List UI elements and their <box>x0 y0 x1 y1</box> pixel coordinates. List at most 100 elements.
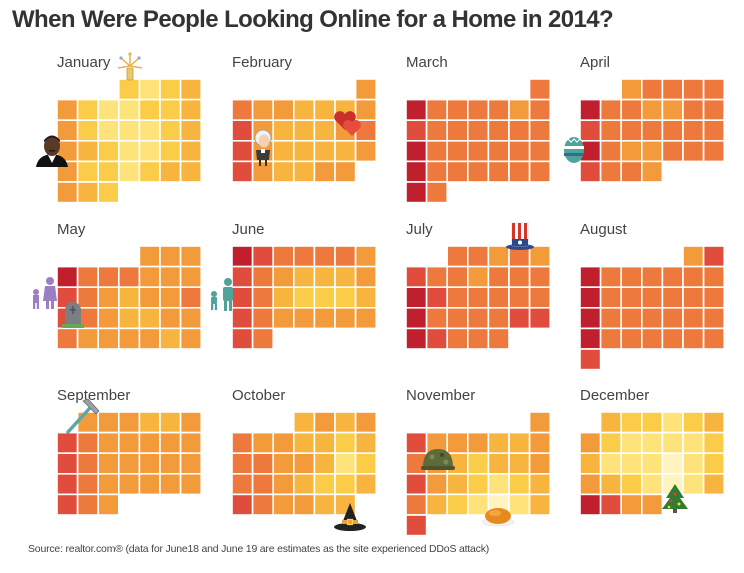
day-cell-may-30 <box>159 327 182 350</box>
day-cell-june-1 <box>231 245 254 268</box>
day-cell-april-23 <box>640 140 664 163</box>
day-cell-may-2 <box>159 245 182 268</box>
day-cell-june-8 <box>231 265 254 289</box>
day-cell-august-5 <box>620 265 643 289</box>
day-cell-may-9 <box>159 265 182 289</box>
day-cell-december-24 <box>640 472 664 496</box>
day-cell-october-24 <box>334 472 357 496</box>
day-cell-august-21 <box>661 306 684 330</box>
day-cell-february-21 <box>334 140 357 163</box>
day-cell-january-11 <box>179 98 203 121</box>
day-cell-january-5 <box>56 98 79 121</box>
day-cell-december-23 <box>620 472 643 496</box>
day-cell-march-16 <box>405 140 428 163</box>
day-cell-may-15 <box>138 286 161 309</box>
day-cell-april-2 <box>640 78 664 101</box>
day-cell-april-10 <box>661 98 684 121</box>
day-cell-april-12 <box>702 98 725 121</box>
day-cell-may-10 <box>179 265 203 289</box>
day-cell-april-5 <box>702 78 725 101</box>
day-cell-january-12 <box>56 119 79 142</box>
day-cell-december-19 <box>682 452 705 475</box>
day-cell-may-27 <box>97 327 120 350</box>
day-cell-november-24 <box>425 493 449 516</box>
day-cell-september-30 <box>97 493 120 516</box>
day-cell-may-1 <box>138 245 161 268</box>
day-cell-march-23 <box>405 160 428 183</box>
day-cell-september-12 <box>159 431 182 455</box>
day-cell-january-27 <box>76 160 99 183</box>
day-cell-july-16 <box>466 286 490 309</box>
day-cell-october-30 <box>313 493 336 516</box>
day-cell-july-31 <box>487 327 510 350</box>
day-cell-july-27 <box>405 327 428 350</box>
day-cell-november-15 <box>528 452 551 475</box>
day-cell-march-19 <box>466 140 490 163</box>
day-cell-april-28 <box>599 160 622 183</box>
day-cell-january-21 <box>97 140 120 163</box>
day-cell-february-26 <box>292 160 316 183</box>
day-cell-january-25 <box>179 140 203 163</box>
day-cell-may-28 <box>118 327 141 350</box>
day-cell-march-14 <box>508 119 531 142</box>
day-cell-october-11 <box>354 431 378 455</box>
day-cell-june-2 <box>251 245 275 268</box>
day-cell-december-14 <box>579 452 602 475</box>
day-cell-may-3 <box>179 245 203 268</box>
day-cell-february-5 <box>292 98 316 121</box>
day-cell-december-8 <box>599 431 622 455</box>
day-cell-march-9 <box>405 119 428 142</box>
day-cell-november-13 <box>487 452 510 475</box>
day-cell-november-4 <box>446 431 469 455</box>
day-cell-november-26 <box>466 493 490 516</box>
day-cell-october-16 <box>313 452 336 475</box>
day-cell-january-29 <box>118 160 141 183</box>
day-cell-july-30 <box>466 327 490 350</box>
day-cell-october-18 <box>354 452 378 475</box>
day-cell-june-27 <box>334 306 357 330</box>
day-cell-january-16 <box>138 119 161 142</box>
day-cell-december-31 <box>640 493 664 516</box>
day-cell-september-1 <box>76 411 99 434</box>
month-label-november: November <box>406 387 475 404</box>
day-cell-september-2 <box>97 411 120 434</box>
day-cell-june-9 <box>251 265 275 289</box>
day-cell-july-12 <box>528 265 551 289</box>
day-cell-february-3 <box>251 98 275 121</box>
day-cell-january-13 <box>76 119 99 142</box>
day-cell-november-22 <box>528 472 551 496</box>
martin-luther-king-icon <box>36 135 68 167</box>
day-cell-october-21 <box>272 472 295 496</box>
day-cell-november-12 <box>466 452 490 475</box>
day-cell-january-35 <box>97 181 120 204</box>
day-cell-january-8 <box>118 98 141 121</box>
day-cell-august-19 <box>620 306 643 330</box>
day-cell-may-31 <box>179 327 203 350</box>
day-cell-august-17 <box>579 306 602 330</box>
day-cell-january-4 <box>179 78 203 101</box>
day-cell-august-16 <box>702 286 725 309</box>
day-cell-march-28 <box>508 160 531 183</box>
day-cell-march-3 <box>425 98 449 121</box>
day-cell-december-18 <box>661 452 684 475</box>
day-cell-october-14 <box>272 452 295 475</box>
day-cell-september-27 <box>179 472 203 496</box>
day-cell-september-19 <box>159 452 182 475</box>
day-cell-october-9 <box>313 431 336 455</box>
day-cell-august-28 <box>661 327 684 350</box>
day-cell-august-22 <box>682 306 705 330</box>
day-cell-april-30 <box>640 160 664 183</box>
month-label-october: October <box>232 387 285 404</box>
mother-child-icon <box>33 277 57 309</box>
day-cell-march-4 <box>446 98 469 121</box>
day-cell-november-8 <box>528 431 551 455</box>
day-cell-january-20 <box>76 140 99 163</box>
day-cell-may-16 <box>159 286 182 309</box>
day-cell-february-20 <box>313 140 336 163</box>
christmas-tree-icon <box>662 484 688 513</box>
day-cell-january-30 <box>138 160 161 183</box>
day-cell-november-1 <box>528 411 551 434</box>
day-cell-march-10 <box>425 119 449 142</box>
fireworks-icon <box>117 52 143 81</box>
day-cell-december-16 <box>620 452 643 475</box>
